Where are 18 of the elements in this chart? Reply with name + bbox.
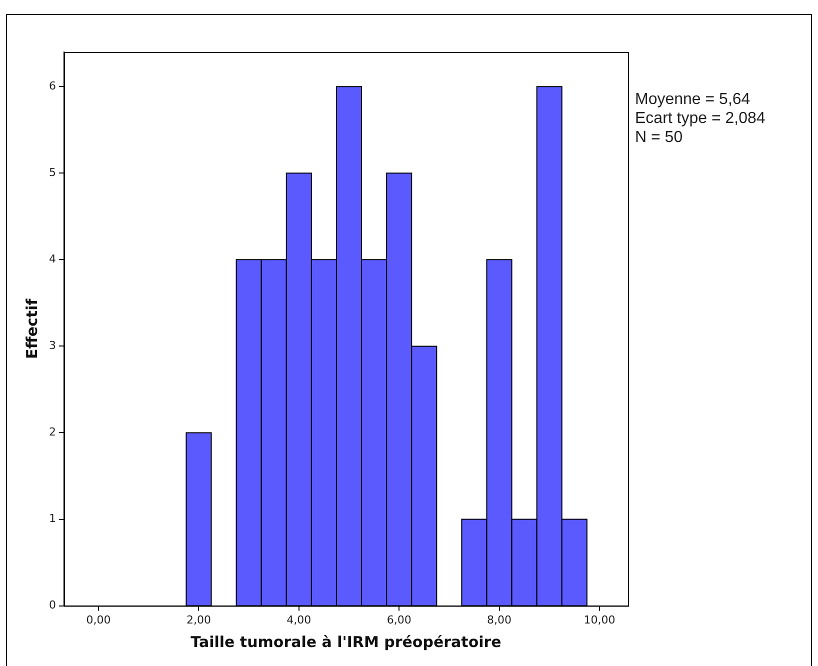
x-tick-label: 4,00 — [286, 613, 312, 626]
x-tick-label: 0,00 — [86, 613, 111, 626]
y-tick-label: 3 — [49, 339, 56, 352]
y-tick-label: 0 — [49, 598, 56, 612]
x-tick-label: 2,00 — [186, 613, 211, 626]
x-tick-label: 6,00 — [386, 613, 412, 626]
x-tick-label: 10,00 — [584, 613, 616, 626]
y-tick-label: 5 — [49, 166, 56, 180]
x-tick-label: 8,00 — [487, 613, 512, 626]
text: Moyenne = 5,64 — [635, 90, 752, 109]
y-tick-label: 6 — [49, 79, 56, 92]
y-tick-label: 1 — [49, 512, 56, 526]
text: Ecart type = 2,084 — [635, 109, 766, 128]
y-tick-label: 2 — [49, 426, 56, 439]
x-axis-title: Taille tumorale à l'IRM préopératoire — [190, 632, 502, 651]
text: N = 50 — [635, 128, 684, 147]
y-tick-label: 4 — [49, 252, 56, 266]
y-axis-title: Effectif — [22, 298, 41, 360]
